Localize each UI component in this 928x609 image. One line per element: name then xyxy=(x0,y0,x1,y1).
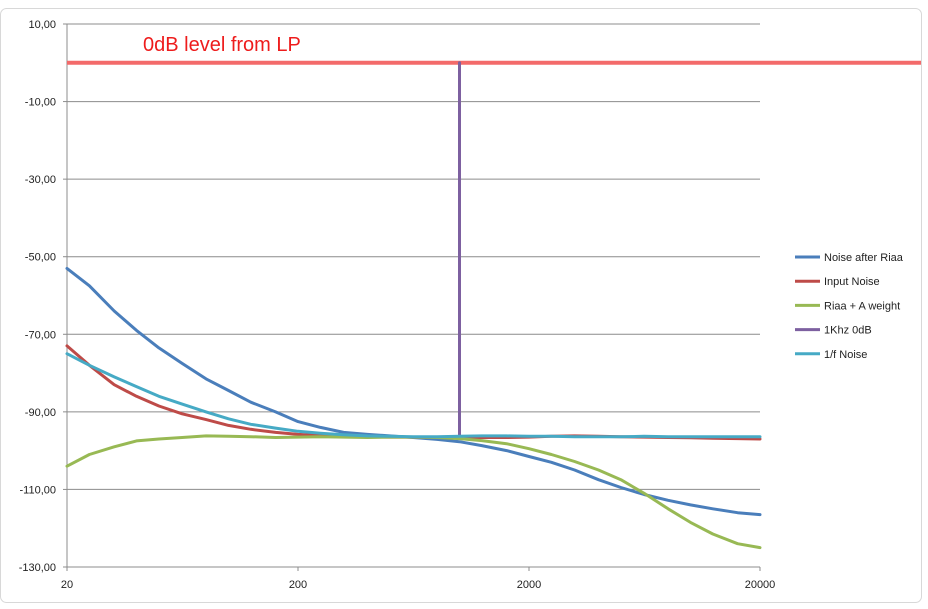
y-tick-label: -110,00 xyxy=(20,484,57,496)
legend-label: Input Noise xyxy=(824,276,880,288)
series-line-4 xyxy=(65,352,762,439)
x-tick-label: 200 xyxy=(289,579,307,591)
legend-label: Riaa + A weight xyxy=(824,300,900,312)
series-lines xyxy=(65,61,762,550)
legend: Noise after Riaa Input Noise Riaa + A weig… xyxy=(795,252,904,361)
chart-annotation: 0dB level from LP xyxy=(143,34,301,56)
y-tick-label: -30,00 xyxy=(25,174,56,186)
legend-label: 1Khz 0dB xyxy=(824,325,872,337)
gridlines xyxy=(66,23,760,568)
legend-label: 1/f Noise xyxy=(824,349,867,361)
x-tick-label: 2000 xyxy=(517,579,541,591)
x-tick-label: 20 xyxy=(61,579,73,591)
x-tick-label: 20000 xyxy=(745,579,776,591)
y-tick-label: -130,00 xyxy=(19,562,56,574)
x-axis-ticks: 20 200 2000 20000 xyxy=(61,567,775,591)
legend-label: Noise after Riaa xyxy=(824,252,904,264)
y-tick-label: -70,00 xyxy=(25,329,56,341)
y-axis-ticks: 10,00 -10,00 -30,00 -50,00 -70,00 -90,00 -110,… xyxy=(19,19,67,574)
y-tick-label: -90,00 xyxy=(25,407,56,419)
y-tick-label: -10,00 xyxy=(25,97,56,109)
y-tick-label: -50,00 xyxy=(25,252,56,264)
y-tick-label: 10,00 xyxy=(28,19,56,31)
